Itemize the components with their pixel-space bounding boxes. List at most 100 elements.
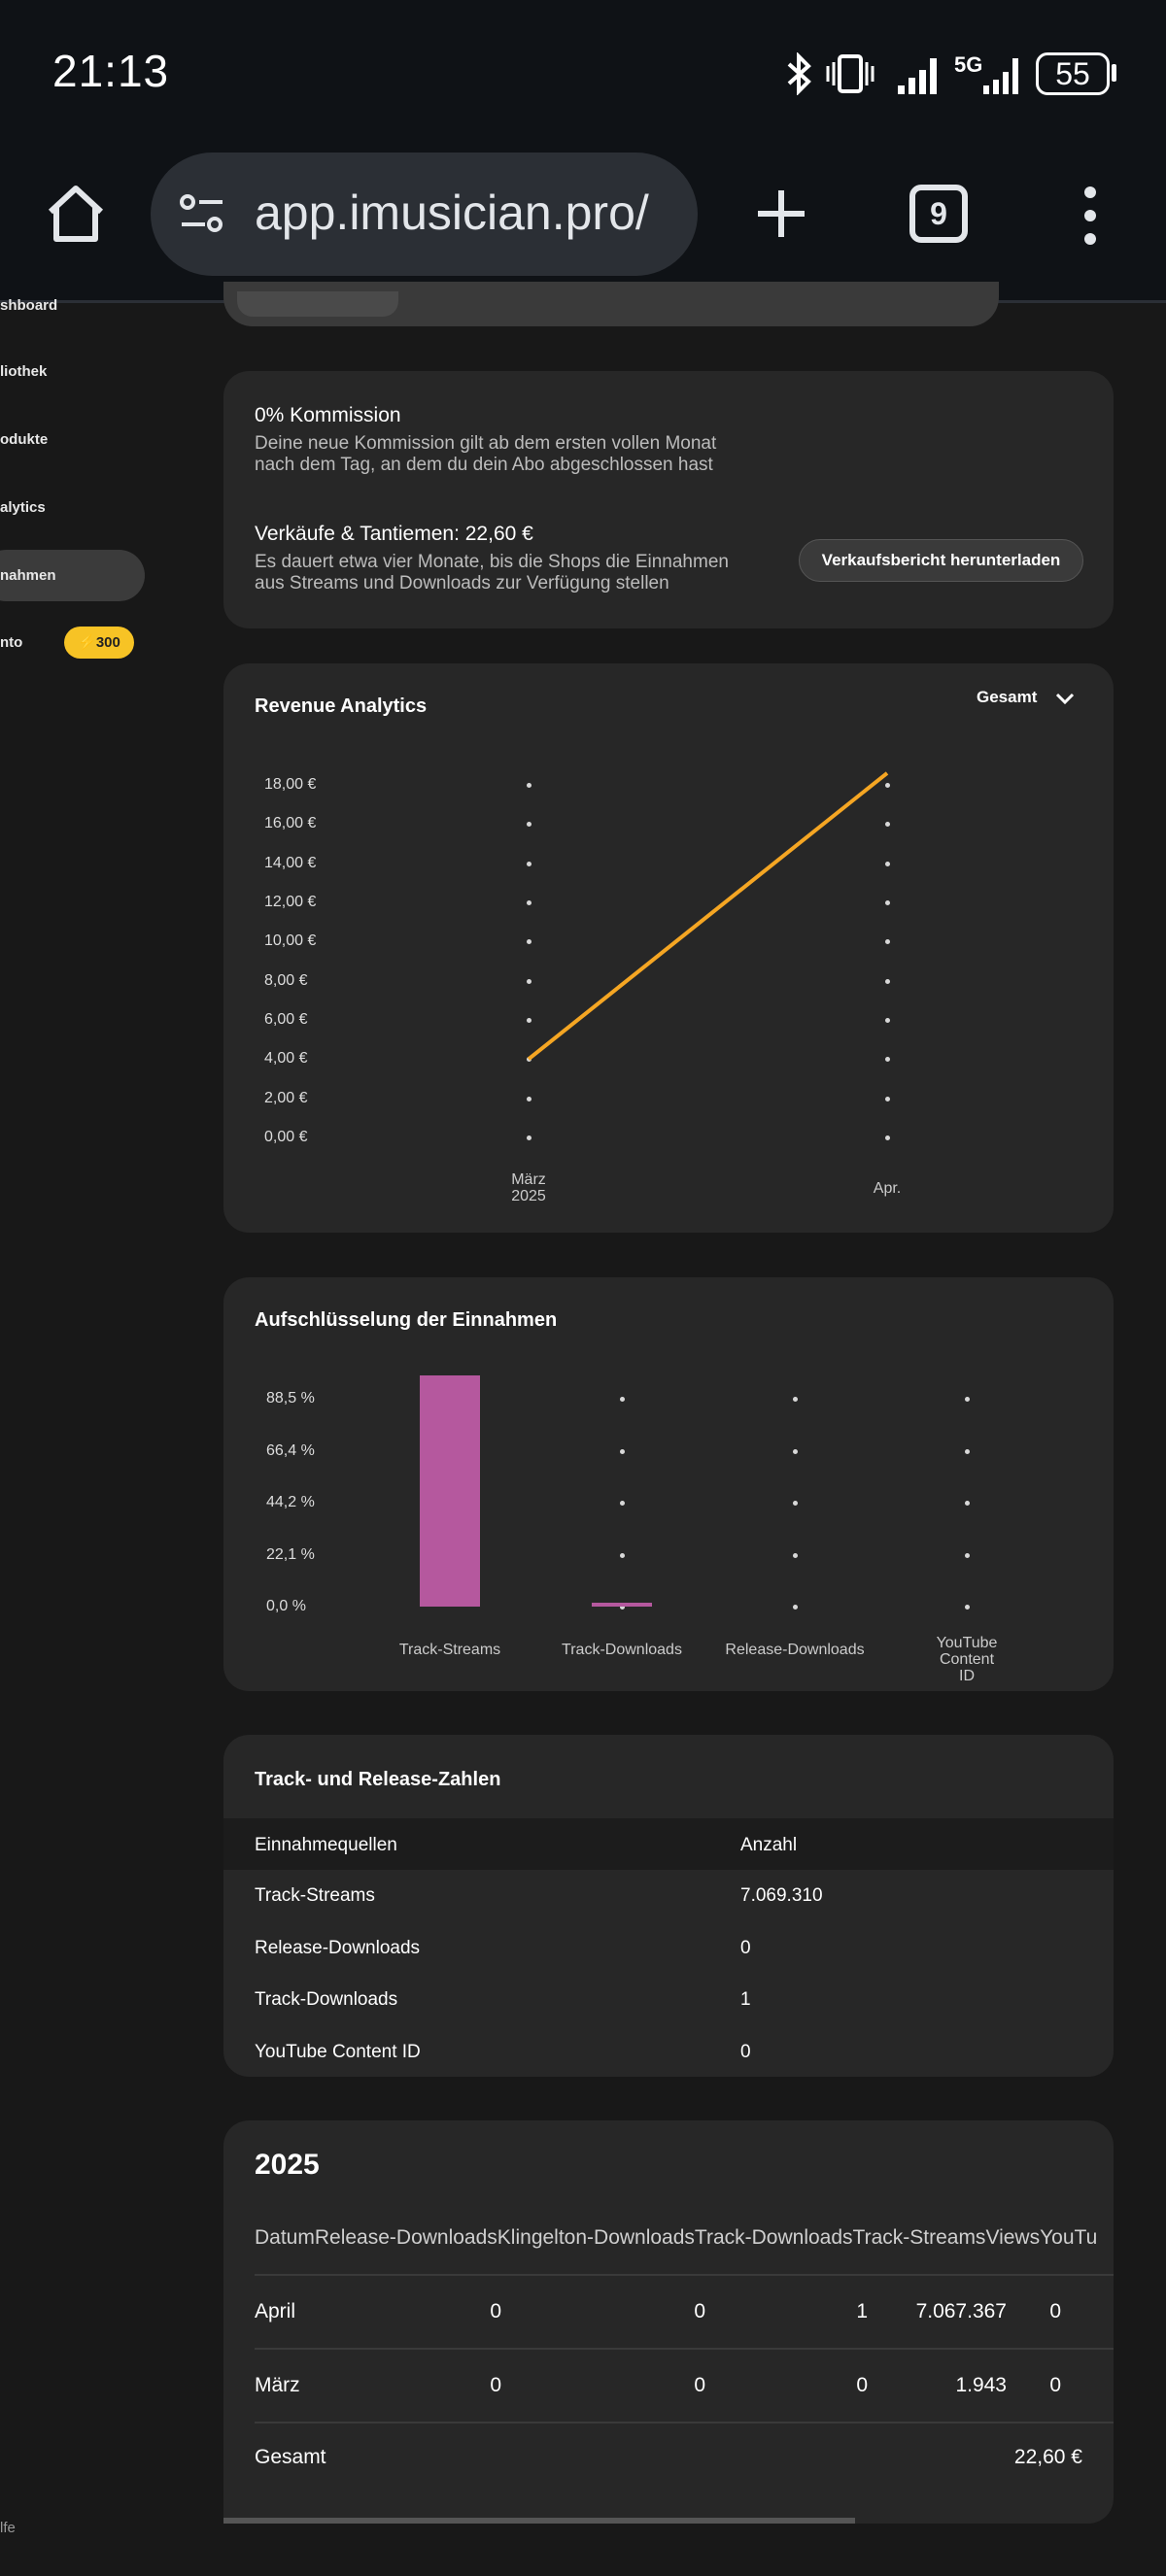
row-klingelton-downloads: 0 bbox=[694, 2374, 705, 2396]
x-tick-label: YouTube Content ID bbox=[936, 1635, 998, 1684]
y-tick-label: 4,00 € bbox=[264, 1050, 308, 1068]
home-icon[interactable] bbox=[45, 183, 107, 245]
row-views: 0 bbox=[1049, 2300, 1061, 2322]
commission-card: 0% Kommission Deine neue Kommission gilt… bbox=[223, 371, 1114, 628]
download-report-button[interactable]: Verkaufsbericht herunterladen bbox=[799, 539, 1083, 582]
row-track-downloads: 0 bbox=[856, 2374, 868, 2396]
row-views: 0 bbox=[1049, 2374, 1061, 2396]
grid-dot bbox=[885, 1018, 890, 1023]
y-tick-label: 8,00 € bbox=[264, 971, 308, 989]
y-tick-label: 22,1 % bbox=[266, 1545, 315, 1563]
tab-switcher-button[interactable]: 9 bbox=[909, 185, 968, 243]
grid-dot bbox=[527, 1018, 532, 1023]
credits-count: 300 bbox=[95, 634, 120, 651]
grid-dot bbox=[885, 822, 890, 828]
chevron-down-icon bbox=[1056, 693, 1075, 704]
battery-indicator: 55 bbox=[1036, 52, 1110, 95]
divider bbox=[255, 2422, 1114, 2423]
site-settings-icon[interactable] bbox=[178, 193, 226, 234]
x-tick-label: Apr. bbox=[873, 1180, 902, 1197]
sidebar-item-einnahmen[interactable] bbox=[0, 550, 145, 601]
divider bbox=[255, 2348, 1114, 2350]
y-tick-label: 16,00 € bbox=[264, 815, 317, 832]
total-label: Gesamt bbox=[255, 2446, 326, 2468]
grid-dot bbox=[885, 939, 890, 945]
grid-dot bbox=[965, 1605, 970, 1610]
new-tab-icon[interactable] bbox=[754, 186, 808, 241]
y-tick-label: 12,00 € bbox=[264, 894, 317, 910]
grid-dot bbox=[793, 1552, 798, 1558]
row-track-downloads: 1 bbox=[856, 2300, 868, 2322]
counts-header-row bbox=[223, 1818, 1114, 1870]
x-tick-label: Track-Downloads bbox=[562, 1642, 682, 1658]
address-bar[interactable] bbox=[151, 153, 698, 276]
lightning-icon: ⚡ bbox=[78, 634, 96, 651]
horizontal-scrollbar[interactable] bbox=[223, 2518, 855, 2524]
period-dropdown-value: Gesamt bbox=[977, 688, 1038, 706]
commission-title: 0% Kommission bbox=[255, 404, 401, 426]
sidebar-item-hilfe[interactable]: lfe bbox=[0, 2520, 16, 2536]
x-tick-label: Release-Downloads bbox=[725, 1642, 865, 1658]
counts-row-label: Track-Downloads bbox=[255, 1989, 398, 2010]
counts-row-label: Release-Downloads bbox=[255, 1938, 421, 1958]
grid-dot bbox=[793, 1605, 798, 1610]
grid-dot bbox=[527, 900, 532, 905]
grid-dot bbox=[527, 822, 532, 828]
breakdown-title: Aufschlüsselung der Einnahmen bbox=[255, 1309, 558, 1331]
total-value: 22,60 € bbox=[1013, 2446, 1082, 2468]
credits-badge[interactable]: ⚡300 bbox=[64, 627, 134, 659]
more-menu-icon[interactable] bbox=[1079, 185, 1102, 247]
row-klingelton-downloads: 0 bbox=[694, 2300, 705, 2322]
y-tick-label: 44,2 % bbox=[266, 1494, 315, 1511]
counts-row-value: 0 bbox=[740, 2042, 751, 2062]
grid-dot bbox=[620, 1397, 625, 1403]
col-views: Views bbox=[985, 2226, 1041, 2249]
commission-text-1: Deine neue Kommission gilt ab dem ersten… bbox=[255, 433, 717, 454]
grid-dot bbox=[620, 1552, 625, 1558]
tab-count: 9 bbox=[930, 196, 947, 231]
sidebar-item-konto[interactable]: nto bbox=[0, 634, 23, 651]
bar bbox=[420, 1375, 480, 1607]
year-table-header: Datum Release-Downloads Klingelton-Downl… bbox=[255, 2226, 1114, 2250]
line-plot bbox=[527, 771, 889, 1061]
grid-dot bbox=[527, 861, 532, 866]
grid-dot bbox=[793, 1501, 798, 1507]
row-date: April bbox=[255, 2300, 296, 2322]
network-type: 5G bbox=[954, 52, 983, 77]
counts-row-label: Track-Streams bbox=[255, 1885, 375, 1906]
grid-dot bbox=[527, 1135, 532, 1140]
url-text[interactable]: app.imusician.pro/ bbox=[255, 186, 649, 240]
row-date: März bbox=[255, 2374, 300, 2396]
grid-dot bbox=[965, 1397, 970, 1403]
col-klingelton-downloads: Klingelton-Downloads bbox=[497, 2226, 695, 2249]
revenue-line-chart: 0,00 € 2,00 € 4,00 € 6,00 € 8,00 € 10,00 € 12,… bbox=[223, 663, 1114, 1233]
period-dropdown[interactable]: Gesamt bbox=[977, 688, 1075, 707]
row-release-downloads: 0 bbox=[490, 2374, 501, 2396]
counts-row-value: 0 bbox=[740, 1938, 751, 1958]
grid-dot bbox=[793, 1448, 798, 1454]
grid-dot bbox=[793, 1397, 798, 1403]
grid-dot bbox=[885, 783, 890, 788]
sidebar-item-dashboard[interactable]: shboard bbox=[0, 297, 58, 314]
grid-dot bbox=[885, 1057, 890, 1063]
grid-dot bbox=[965, 1552, 970, 1558]
grid-dot bbox=[885, 900, 890, 905]
y-tick-label: 14,00 € bbox=[264, 854, 317, 871]
sidebar-item-bibliothek[interactable]: liothek bbox=[0, 363, 48, 380]
sales-text-2: aus Streams und Downloads zur Verfügung … bbox=[255, 573, 669, 593]
sidebar-item-produkte[interactable]: odukte bbox=[0, 431, 49, 448]
breakdown-card: Aufschlüsselung der Einnahmen 0,0 % 22,1 … bbox=[223, 1277, 1114, 1691]
grid-dot bbox=[620, 1448, 625, 1454]
row-track-streams: 7.067.367 bbox=[915, 2300, 1007, 2322]
year-table-card bbox=[223, 2120, 1114, 2524]
counts-card: Track- und Release-Zahlen bbox=[223, 1735, 1114, 2077]
grid-dot bbox=[965, 1448, 970, 1454]
sales-title: Verkäufe & Tantiemen: 22,60 € bbox=[255, 523, 533, 545]
signal-5g-icon bbox=[983, 58, 1018, 94]
sidebar-item-analytics[interactable]: alytics bbox=[0, 499, 46, 516]
col-release-downloads: Release-Downloads bbox=[314, 2226, 497, 2249]
previous-card-button[interactable] bbox=[237, 291, 398, 317]
y-tick-label: 88,5 % bbox=[266, 1390, 315, 1407]
row-release-downloads: 0 bbox=[490, 2300, 501, 2322]
grid-dot bbox=[527, 978, 532, 984]
